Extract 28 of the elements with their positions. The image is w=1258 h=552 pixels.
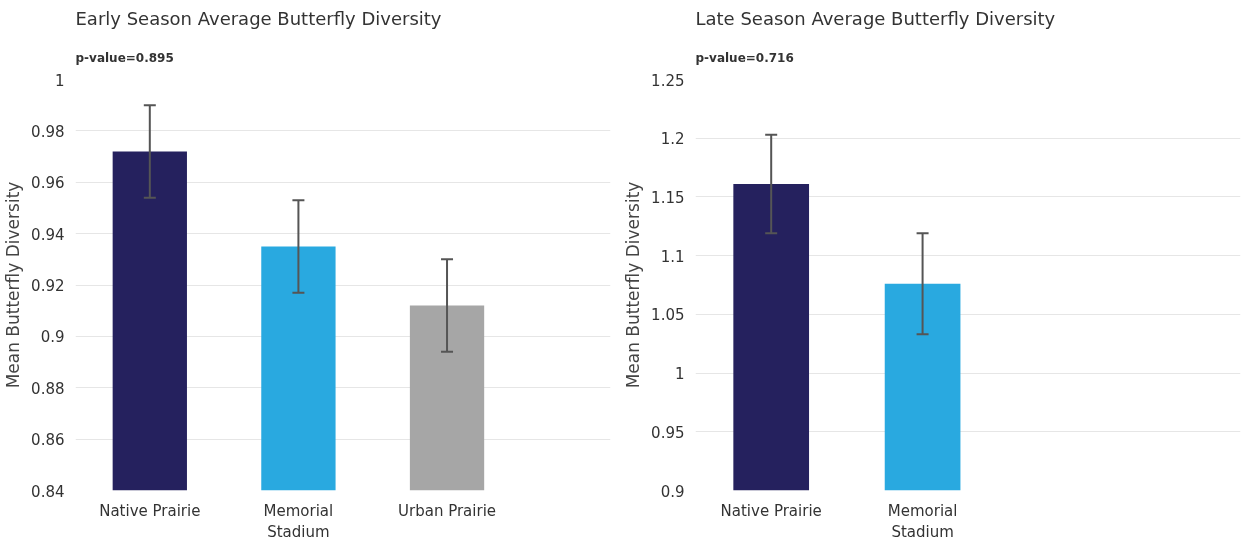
chart-title: Late Season Average Butterfly Diversity [695,7,1056,29]
y-tick-label: 1.1 [660,247,685,266]
y-tick-label: 1.25 [651,71,685,90]
y-tick-label: 1.05 [651,306,685,325]
y-tick-label: 0.98 [31,122,65,141]
y-tick-label: 0.9 [40,328,65,347]
y-tick-label: 0.92 [31,277,65,295]
y-axis-title: Mean Butterfly Diversity [3,181,24,389]
x-tick-label: Memorial Stadium [263,501,334,542]
chart-title: Early Season Average Butterfly Diversity [75,7,442,29]
y-tick-label: 0.88 [31,379,65,398]
y-tick-label: 0.94 [31,225,65,244]
x-tick-label: Urban Prairie [398,501,497,520]
y-tick-label: 0.84 [31,482,65,501]
y-tick-label: 1 [54,71,65,90]
y-tick-label: 0.95 [651,423,685,442]
chart-subtitle: p-value=0.895 [75,50,174,65]
x-tick-label: Native Prairie [99,501,201,520]
x-tick-label: Memorial Stadium [887,501,958,542]
y-tick-label: 1 [674,365,685,384]
y-axis-title: Mean Butterfly Diversity [623,181,644,389]
y-tick-label: 0.96 [31,174,65,193]
y-tick-label: 1.2 [660,130,685,149]
y-tick-label: 0.86 [31,431,65,450]
y-tick-label: 0.9 [660,482,685,501]
chart-subtitle: p-value=0.716 [695,50,794,65]
y-tick-label: 1.15 [651,188,685,207]
x-tick-label: Native Prairie [720,501,822,520]
